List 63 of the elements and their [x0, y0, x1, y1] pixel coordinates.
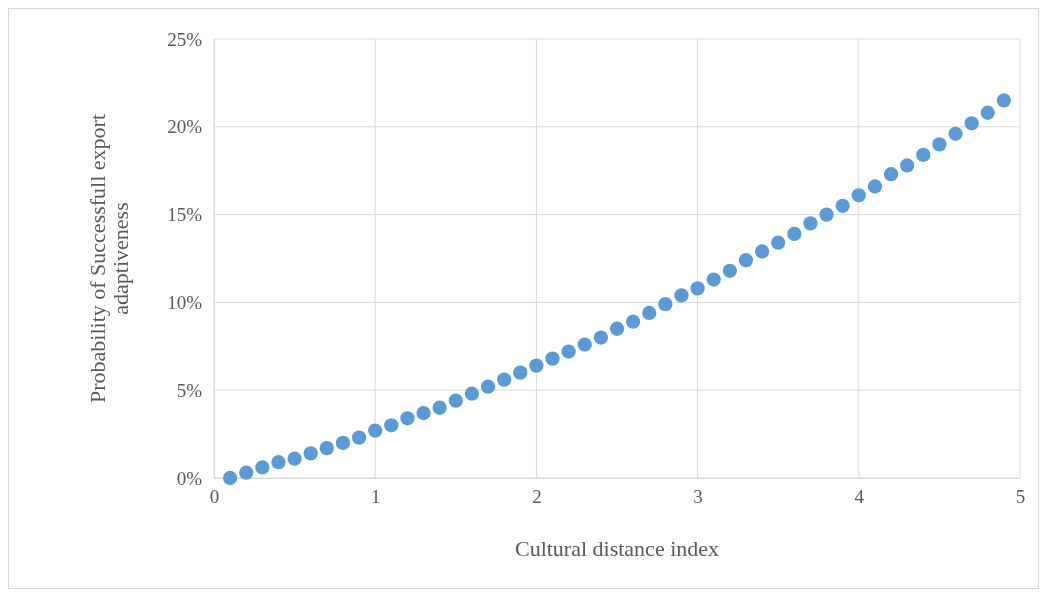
point [593, 330, 609, 345]
point [754, 244, 770, 259]
point [674, 288, 689, 303]
point [787, 226, 802, 242]
x-tick-label: 2 [532, 486, 542, 508]
y-axis-title: Probability of Successfull export adaptiveness [85, 113, 134, 404]
point [432, 400, 447, 415]
x-tick-label: 5 [1015, 486, 1026, 508]
point [690, 281, 705, 296]
x-tick-label: 0 [209, 486, 220, 508]
point [867, 179, 883, 194]
point [303, 446, 318, 461]
point [480, 379, 496, 394]
point [255, 460, 270, 475]
point [609, 321, 625, 336]
x-tick-label: 1 [370, 486, 381, 508]
point [642, 305, 657, 321]
point [964, 116, 979, 131]
y-tick-label: 10% [167, 291, 203, 313]
y-tick-label: 0% [176, 467, 203, 489]
point [545, 351, 560, 366]
point [351, 430, 367, 445]
point [448, 393, 463, 408]
point [335, 435, 351, 450]
point [319, 441, 334, 456]
point [803, 216, 818, 231]
x-tick-label: 3 [693, 486, 703, 508]
point [835, 198, 850, 213]
point [416, 405, 431, 421]
point [900, 158, 915, 173]
point [222, 470, 238, 486]
point [368, 423, 383, 438]
point [851, 188, 866, 203]
point [464, 386, 480, 401]
point [513, 365, 528, 380]
point [996, 93, 1012, 108]
point [287, 451, 302, 466]
point [916, 147, 931, 163]
point [577, 337, 592, 352]
point [529, 358, 544, 373]
point [706, 272, 721, 287]
point [271, 455, 286, 470]
point [497, 372, 512, 387]
point [932, 137, 947, 152]
y-tick-label: 15% [167, 204, 203, 226]
point [400, 411, 415, 426]
point [722, 263, 737, 278]
x-tick-label: 4 [854, 486, 865, 508]
point [625, 314, 641, 329]
y-tick-label: 5% [176, 379, 203, 401]
point [561, 344, 576, 359]
point [658, 297, 673, 312]
point [980, 105, 995, 120]
point [384, 418, 399, 433]
point [883, 167, 899, 182]
point [819, 207, 834, 222]
point [771, 235, 786, 250]
x-axis-title: Cultural distance index [514, 536, 720, 561]
y-tick-label: 25% [167, 28, 203, 50]
point [239, 465, 254, 480]
y-tick-label: 20% [167, 116, 203, 138]
point [948, 126, 963, 141]
point [738, 253, 754, 268]
